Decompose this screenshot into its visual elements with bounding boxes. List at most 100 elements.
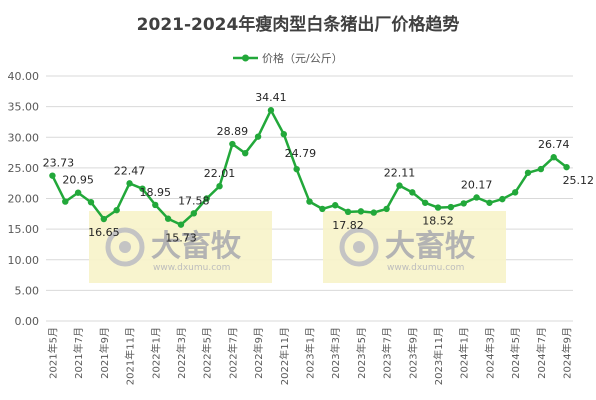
watermark-logo-icon [105,227,145,267]
watermark-brand: 大畜牧 [385,229,476,264]
data-point [113,206,120,214]
x-tick-label: 2022年9月 [252,327,265,379]
data-point [254,133,262,140]
data-point [486,199,493,206]
data-label: 22.11 [384,167,416,180]
data-label: 17.82 [332,219,364,232]
y-tick-label: 20.00 [8,193,40,206]
x-tick-label: 2023年5月 [355,327,368,379]
x-tick-label: 2021年11月 [124,327,137,385]
data-point [49,172,56,179]
data-point [473,194,480,201]
data-label: 16.65 [88,226,120,239]
data-point [550,154,557,161]
data-point [87,198,95,206]
y-tick-label: 10.00 [8,254,40,267]
watermark-logo-dot [353,241,365,253]
x-tick-label: 2023年11月 [432,327,445,385]
x-tick-label: 2022年1月 [149,327,162,379]
data-point [319,205,326,213]
y-tick-label: 5.00 [15,284,40,297]
data-label: 26.74 [538,138,570,151]
data-label: 23.73 [43,157,75,170]
data-label: 20.95 [62,174,94,187]
x-tick-label: 2022年3月 [175,327,188,379]
data-point [74,189,82,196]
y-tick-label: 25.00 [8,162,40,175]
data-point [383,205,390,213]
data-point [126,180,133,187]
data-point [152,201,159,209]
data-label: 34.41 [255,91,287,104]
data-labels: 23.73 20.95 16.65 22.47 18.95 15.73 17.58 22.01… [43,91,594,244]
watermark-logo-dot [119,241,131,253]
x-tick-label: 2024年7月 [535,327,548,379]
data-point [370,209,377,216]
data-point [216,182,223,190]
x-tick-label: 2023年7月 [381,327,394,379]
data-point [511,189,519,196]
data-point [434,204,442,211]
x-tick-label: 2024年9月 [561,327,574,379]
y-tick-label: 30.00 [8,131,40,144]
data-point [293,165,300,173]
x-tick-label: 2023年9月 [406,327,419,379]
data-point [421,199,429,206]
legend: 价格（元/公斤） [233,51,343,65]
data-point [164,215,172,222]
data-point [280,130,287,138]
data-point [396,182,403,189]
data-point [177,221,185,228]
x-tick-label: 2021年5月 [46,327,59,379]
y-axis-ticks: 0.00 5.00 10.00 15.00 20.00 25.00 30.00 35.00 40… [8,70,40,328]
watermark-brand: 大畜牧 [151,229,242,264]
data-label: 28.89 [217,125,249,138]
series-points [49,107,570,228]
data-point [139,185,146,192]
data-point [537,165,545,173]
data-point [100,215,108,223]
x-tick-label: 2023年1月 [304,327,317,379]
data-label: 17.58 [178,194,210,207]
x-tick-label: 2022年11月 [278,327,291,385]
x-tick-label: 2024年1月 [458,327,471,379]
data-point [409,189,416,196]
y-tick-label: 0.00 [15,315,40,328]
x-tick-label: 2023年3月 [329,327,342,379]
y-tick-label: 40.00 [8,70,40,83]
watermark-logo-icon [339,227,379,267]
watermark-url: www.dxumu.com [387,263,464,273]
data-label: 25.12 [563,174,595,187]
y-tick-label: 35.00 [8,101,40,114]
data-point [357,208,365,215]
x-tick-label: 2021年9月 [98,327,111,379]
data-point [563,163,570,171]
legend-dot-marker [242,54,249,62]
x-tick-label: 2021年7月 [72,327,85,379]
y-tick-label: 15.00 [8,223,40,236]
data-point [190,210,198,217]
legend-label: 价格（元/公斤） [262,51,343,65]
x-axis-ticks: 2021年5月 2021年7月 2021年9月 2021年11月 2022年1月 2022… [46,327,573,385]
data-label: 18.95 [140,186,172,199]
data-point [267,107,275,114]
data-point [524,169,532,176]
watermark-url: www.dxumu.com [153,263,230,273]
data-label: 15.73 [165,232,197,245]
data-point [332,202,339,209]
data-label: 20.17 [461,178,493,191]
x-tick-label: 2022年7月 [226,327,239,379]
x-tick-label: 2024年5月 [509,327,522,379]
data-point [499,195,506,203]
data-label: 18.52 [422,215,454,228]
data-point [229,140,236,148]
x-tick-label: 2024年3月 [483,327,496,379]
data-label: 22.47 [114,164,146,177]
data-point [203,195,210,202]
data-point [62,198,69,205]
data-point [306,198,313,205]
chart-title: 2021-2024年瘦肉型白条猪出厂价格趋势 [137,14,460,35]
data-point [242,149,249,157]
